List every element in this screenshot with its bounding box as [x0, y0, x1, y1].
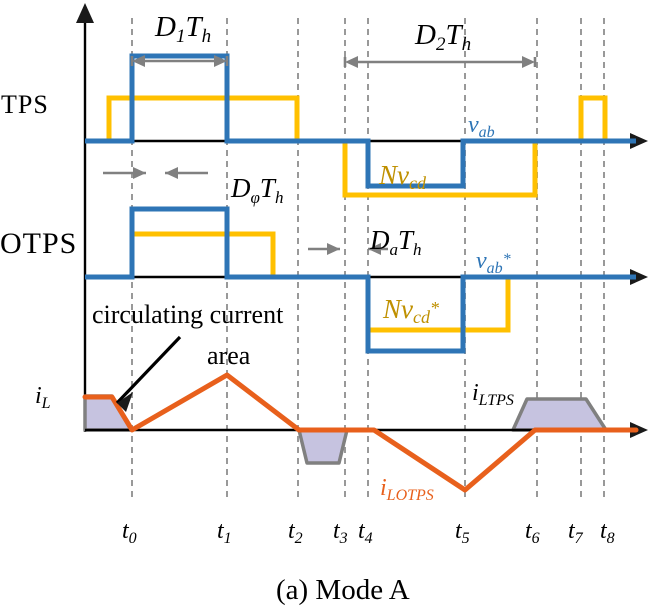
- svg-text:(a) Mode A: (a) Mode A: [276, 574, 410, 606]
- svg-text:TPS: TPS: [1, 90, 49, 119]
- svg-text:circulating current: circulating current: [92, 300, 284, 329]
- svg-text:OTPS: OTPS: [0, 227, 77, 260]
- svg-text:area: area: [207, 341, 251, 370]
